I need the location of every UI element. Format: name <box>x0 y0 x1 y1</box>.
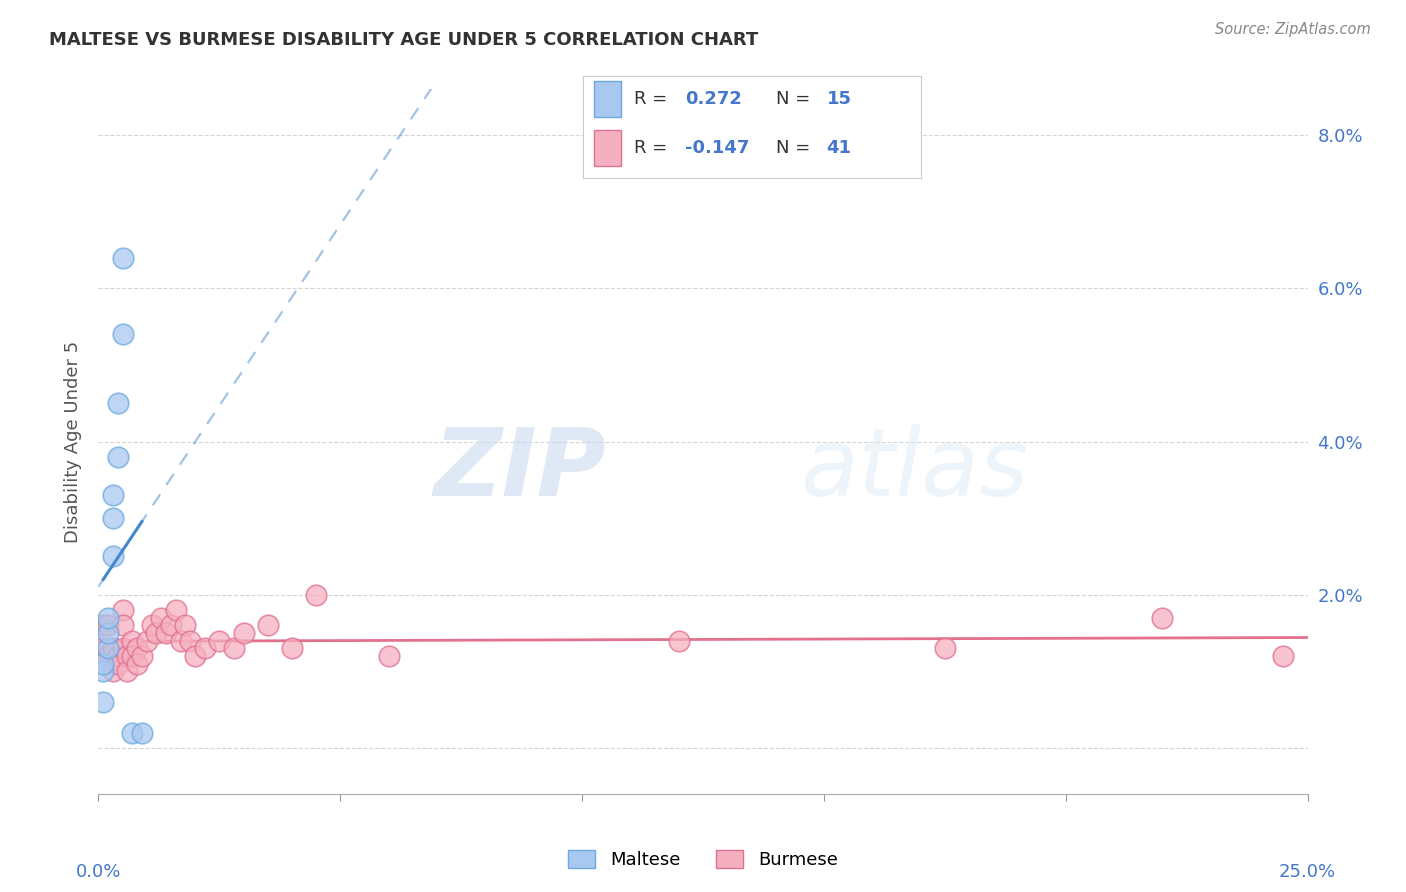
Point <box>111 251 134 265</box>
Point <box>121 648 143 663</box>
Point <box>117 648 139 663</box>
Point <box>101 665 124 679</box>
Point <box>131 648 153 663</box>
Point <box>127 657 149 671</box>
Point <box>91 657 114 671</box>
Point <box>97 648 120 663</box>
Point <box>111 641 134 656</box>
Point <box>91 618 114 632</box>
Point <box>91 665 114 679</box>
Text: ZIP: ZIP <box>433 424 606 516</box>
Point <box>107 657 129 671</box>
Point <box>107 648 129 663</box>
Point <box>135 633 157 648</box>
Point <box>97 626 120 640</box>
Text: 0.272: 0.272 <box>685 90 741 108</box>
Text: MALTESE VS BURMESE DISABILITY AGE UNDER 5 CORRELATION CHART: MALTESE VS BURMESE DISABILITY AGE UNDER … <box>49 31 758 49</box>
Point <box>97 641 120 656</box>
Point <box>107 450 129 464</box>
Point <box>377 648 399 663</box>
Point <box>305 588 328 602</box>
Text: -0.147: -0.147 <box>685 139 749 157</box>
Point <box>934 641 956 656</box>
Point <box>91 641 114 656</box>
Text: N =: N = <box>776 139 815 157</box>
Point <box>668 633 690 648</box>
FancyBboxPatch shape <box>593 130 620 166</box>
Point <box>281 641 304 656</box>
Point <box>222 641 245 656</box>
Point <box>111 618 134 632</box>
Point <box>1152 610 1174 624</box>
Text: Source: ZipAtlas.com: Source: ZipAtlas.com <box>1215 22 1371 37</box>
Point <box>169 633 191 648</box>
Point <box>184 648 207 663</box>
Point <box>101 488 124 502</box>
Point <box>174 618 197 632</box>
Point <box>155 626 177 640</box>
Point <box>101 641 124 656</box>
FancyBboxPatch shape <box>593 81 620 117</box>
Point <box>208 633 231 648</box>
Text: 41: 41 <box>827 139 852 157</box>
Text: R =: R = <box>634 90 673 108</box>
Point <box>117 665 139 679</box>
Point <box>121 725 143 739</box>
Point <box>160 618 183 632</box>
Text: N =: N = <box>776 90 815 108</box>
Legend: Maltese, Burmese: Maltese, Burmese <box>561 843 845 877</box>
Point <box>97 618 120 632</box>
Y-axis label: Disability Age Under 5: Disability Age Under 5 <box>63 341 82 542</box>
Point <box>97 610 120 624</box>
Point <box>256 618 278 632</box>
Point <box>107 396 129 410</box>
Text: R =: R = <box>634 139 673 157</box>
Point <box>131 725 153 739</box>
Point <box>194 641 217 656</box>
Point <box>127 641 149 656</box>
Point <box>101 511 124 525</box>
Point <box>145 626 167 640</box>
Point <box>111 603 134 617</box>
Point <box>165 603 187 617</box>
Point <box>179 633 201 648</box>
Point <box>111 327 134 342</box>
Point <box>232 626 254 640</box>
Point <box>141 618 163 632</box>
Text: 25.0%: 25.0% <box>1279 863 1336 880</box>
Point <box>1272 648 1295 663</box>
Point <box>101 549 124 564</box>
Point <box>150 610 173 624</box>
Point <box>121 633 143 648</box>
Point <box>91 695 114 709</box>
Text: 15: 15 <box>827 90 852 108</box>
Text: atlas: atlas <box>800 425 1028 516</box>
Text: 0.0%: 0.0% <box>76 863 121 880</box>
